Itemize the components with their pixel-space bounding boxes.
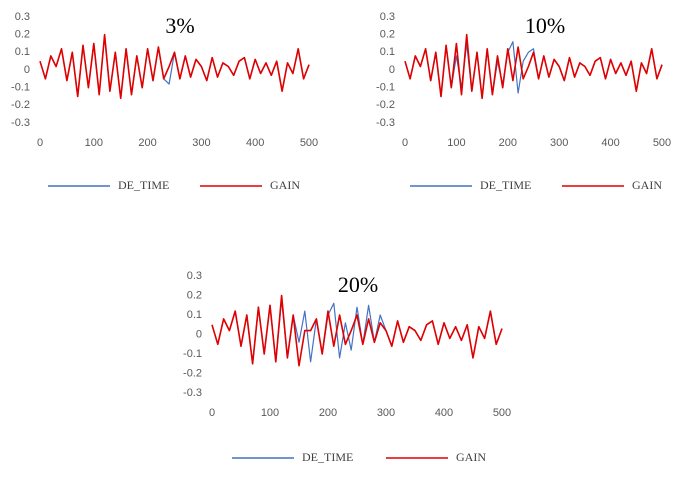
chart-title: 20% — [338, 272, 378, 297]
y-tick-label: 0 — [196, 328, 202, 340]
y-tick-label: 0.2 — [15, 29, 30, 41]
x-tick-label: 500 — [493, 407, 511, 419]
y-tick-label: 0 — [24, 64, 30, 76]
x-tick-label: 500 — [653, 137, 671, 149]
x-tick-label: 100 — [447, 137, 465, 149]
y-tick-label: 0.2 — [187, 289, 202, 301]
chart-title: 3% — [165, 13, 194, 38]
y-tick-label: -0.2 — [376, 99, 395, 111]
x-tick-label: 400 — [435, 407, 453, 419]
y-tick-label: -0.2 — [11, 99, 30, 111]
legend-label: DE_TIME — [302, 450, 353, 464]
legend-label: GAIN — [270, 178, 300, 192]
legend-label: GAIN — [632, 178, 662, 192]
y-tick-label: 0.3 — [187, 270, 202, 282]
x-tick-label: 400 — [246, 137, 264, 149]
x-tick-label: 0 — [209, 407, 215, 419]
y-tick-label: -0.3 — [11, 117, 30, 129]
x-tick-label: 100 — [85, 137, 103, 149]
y-tick-label: 0.1 — [187, 309, 202, 321]
legend-label: DE_TIME — [118, 178, 169, 192]
series-line-gain — [211, 294, 503, 367]
chart-2: 10% 0.3 0.2 0.1 0 -0.1 -0.2 -0.3 0 100 200 300 400 50… — [376, 11, 671, 192]
y-tick-label: 0.2 — [380, 29, 395, 41]
x-tick-label: 400 — [601, 137, 619, 149]
x-tick-label: 300 — [550, 137, 568, 149]
x-tick-label: 500 — [300, 137, 318, 149]
chart-1: 3% 0.3 0.2 0.1 0 -0.1 -0.2 -0.3 0 100 200 300 400 500… — [11, 11, 318, 192]
x-tick-label: 200 — [319, 407, 337, 419]
y-tick-label: -0.3 — [183, 387, 202, 399]
y-tick-label: 0.1 — [15, 46, 30, 58]
y-tick-label: 0.3 — [380, 11, 395, 23]
y-tick-label: 0.3 — [15, 11, 30, 23]
y-tick-label: -0.1 — [183, 348, 202, 360]
chart-title: 10% — [525, 13, 565, 38]
y-tick-label: -0.3 — [376, 117, 395, 129]
x-tick-label: 200 — [138, 137, 156, 149]
legend-label: GAIN — [456, 450, 486, 464]
y-tick-label: -0.2 — [183, 367, 202, 379]
y-tick-label: -0.1 — [11, 82, 30, 94]
series-line-gain — [39, 33, 310, 100]
x-tick-label: 0 — [402, 137, 408, 149]
y-tick-label: -0.1 — [376, 82, 395, 94]
x-tick-label: 200 — [499, 137, 517, 149]
chart-3: 20% 0.3 0.2 0.1 0 -0.1 -0.2 -0.3 0 100 200 300 400 50… — [183, 270, 511, 464]
x-tick-label: 300 — [192, 137, 210, 149]
y-tick-label: 0.1 — [380, 46, 395, 58]
x-tick-label: 300 — [377, 407, 395, 419]
legend-label: DE_TIME — [480, 178, 531, 192]
x-tick-label: 0 — [37, 137, 43, 149]
y-tick-label: 0 — [389, 64, 395, 76]
x-tick-label: 100 — [261, 407, 279, 419]
series-line-gain — [404, 33, 663, 100]
